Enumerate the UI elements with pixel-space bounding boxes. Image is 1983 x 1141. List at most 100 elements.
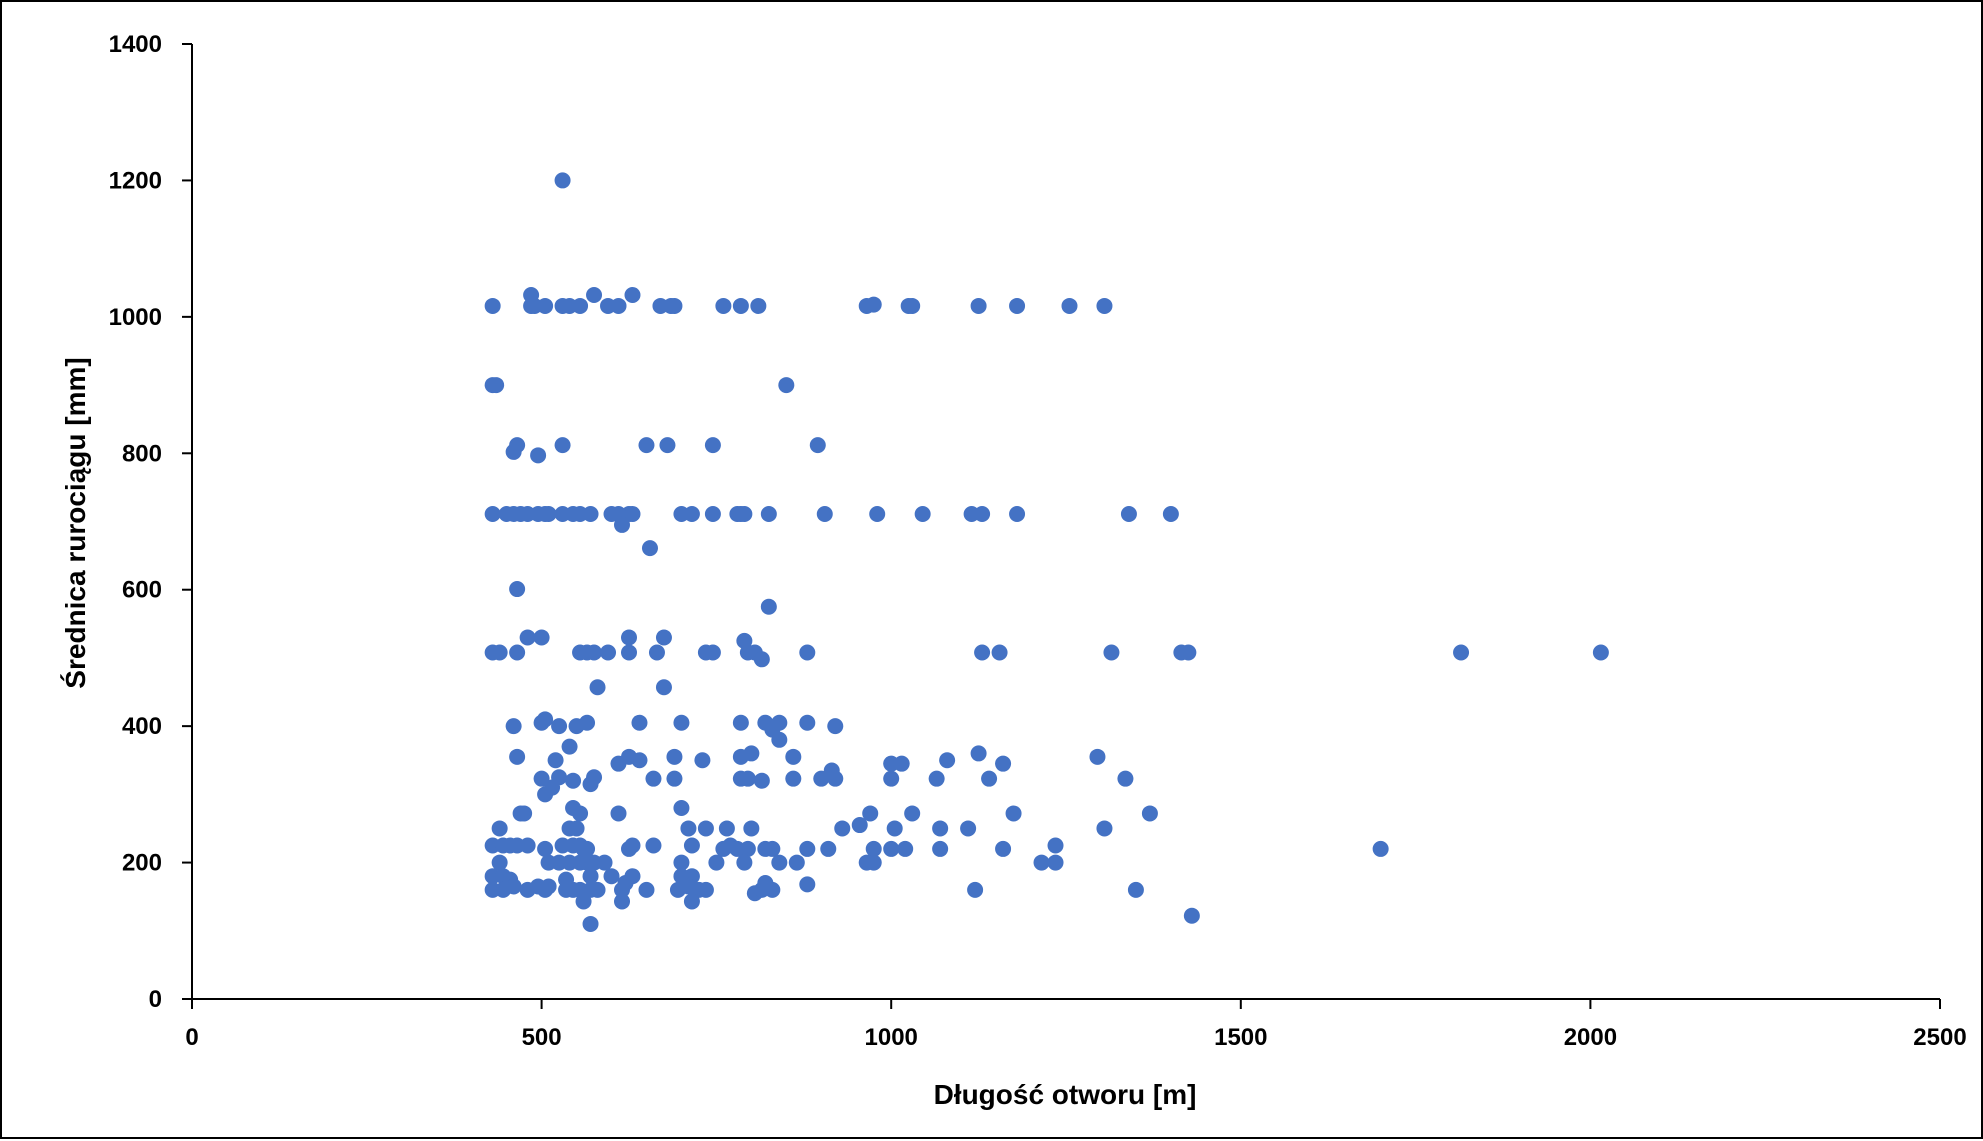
data-point	[666, 770, 683, 787]
data-point	[631, 752, 648, 769]
data-point	[715, 297, 732, 314]
data-point	[638, 437, 655, 454]
data-point	[516, 805, 533, 822]
data-point	[865, 840, 882, 857]
data-point	[1061, 297, 1078, 314]
data-point	[785, 748, 802, 765]
data-point	[568, 820, 585, 837]
data-point	[631, 714, 648, 731]
data-point	[970, 297, 987, 314]
data-point	[551, 769, 568, 786]
data-point	[586, 644, 603, 661]
data-point	[970, 745, 987, 762]
x-tick-label: 1000	[865, 1024, 918, 1051]
data-point	[533, 629, 550, 646]
data-point	[739, 770, 756, 787]
data-point	[799, 644, 816, 661]
data-point	[739, 840, 756, 857]
data-point	[624, 837, 641, 854]
data-point	[960, 820, 977, 837]
data-point	[967, 881, 984, 898]
data-point	[809, 437, 826, 454]
data-point	[565, 772, 582, 789]
data-point	[561, 738, 578, 755]
data-point	[683, 893, 700, 910]
data-point	[697, 881, 714, 898]
data-point	[827, 770, 844, 787]
data-point	[614, 893, 631, 910]
data-point	[869, 505, 886, 522]
y-tick-label: 1200	[109, 167, 162, 194]
data-point	[883, 770, 900, 787]
data-point	[771, 854, 788, 871]
data-point	[928, 770, 945, 787]
data-point	[655, 679, 672, 696]
data-point	[753, 772, 770, 789]
data-point	[648, 644, 665, 661]
data-point	[1047, 854, 1064, 871]
data-point	[827, 718, 844, 735]
x-tick-label: 500	[522, 1024, 562, 1051]
data-point	[1453, 644, 1470, 661]
data-points	[484, 172, 1609, 932]
data-point	[834, 820, 851, 837]
x-tick-label: 1500	[1214, 1024, 1267, 1051]
data-point	[743, 745, 760, 762]
data-point	[883, 840, 900, 857]
y-axis-title: Średnica rurociągu [mm]	[60, 357, 91, 688]
data-point	[488, 377, 505, 394]
data-point	[799, 840, 816, 857]
data-point	[540, 505, 557, 522]
data-point	[621, 629, 637, 646]
y-tick-label: 800	[122, 440, 162, 467]
data-point	[764, 881, 781, 898]
data-point	[530, 447, 547, 464]
data-point	[579, 840, 596, 857]
data-point	[586, 287, 603, 304]
data-point	[600, 644, 617, 661]
data-point	[537, 840, 554, 857]
data-point	[760, 505, 777, 522]
data-point	[655, 629, 672, 646]
data-point	[641, 540, 658, 557]
data-point	[1372, 840, 1389, 857]
data-point	[484, 505, 501, 522]
data-point	[638, 881, 655, 898]
data-point	[697, 820, 714, 837]
data-point	[785, 770, 802, 787]
y-tick-label: 600	[122, 577, 162, 604]
data-point	[617, 875, 634, 892]
data-point	[603, 868, 620, 885]
data-point	[554, 437, 571, 454]
data-point	[523, 287, 540, 304]
data-point	[813, 770, 830, 787]
tick-labels: 0 500 1000 1500 2000 2500 0 200 400 600 800 1000 120…	[109, 31, 1967, 1051]
data-point	[673, 800, 690, 816]
y-tick-label: 1000	[109, 304, 162, 331]
data-point	[1009, 297, 1026, 314]
x-tick-label: 2000	[1564, 1024, 1617, 1051]
data-point	[484, 297, 501, 314]
data-point	[505, 878, 522, 895]
y-tick-label: 1400	[109, 31, 162, 58]
data-point	[624, 505, 641, 522]
data-point	[572, 805, 589, 822]
data-point	[596, 854, 613, 871]
data-point	[974, 505, 991, 522]
data-point	[540, 878, 557, 895]
data-point	[551, 718, 568, 735]
data-point	[1592, 644, 1609, 661]
data-point	[974, 644, 991, 661]
data-point	[736, 854, 753, 871]
x-axis-title: Długość otworu [m]	[934, 1079, 1197, 1110]
data-point	[505, 443, 522, 460]
data-point	[995, 840, 1012, 857]
data-point	[572, 297, 589, 314]
data-point	[614, 516, 631, 533]
data-point	[893, 755, 910, 772]
data-point	[865, 854, 882, 871]
y-tick-label: 200	[122, 850, 162, 877]
data-point	[932, 840, 949, 857]
data-point	[750, 297, 767, 314]
